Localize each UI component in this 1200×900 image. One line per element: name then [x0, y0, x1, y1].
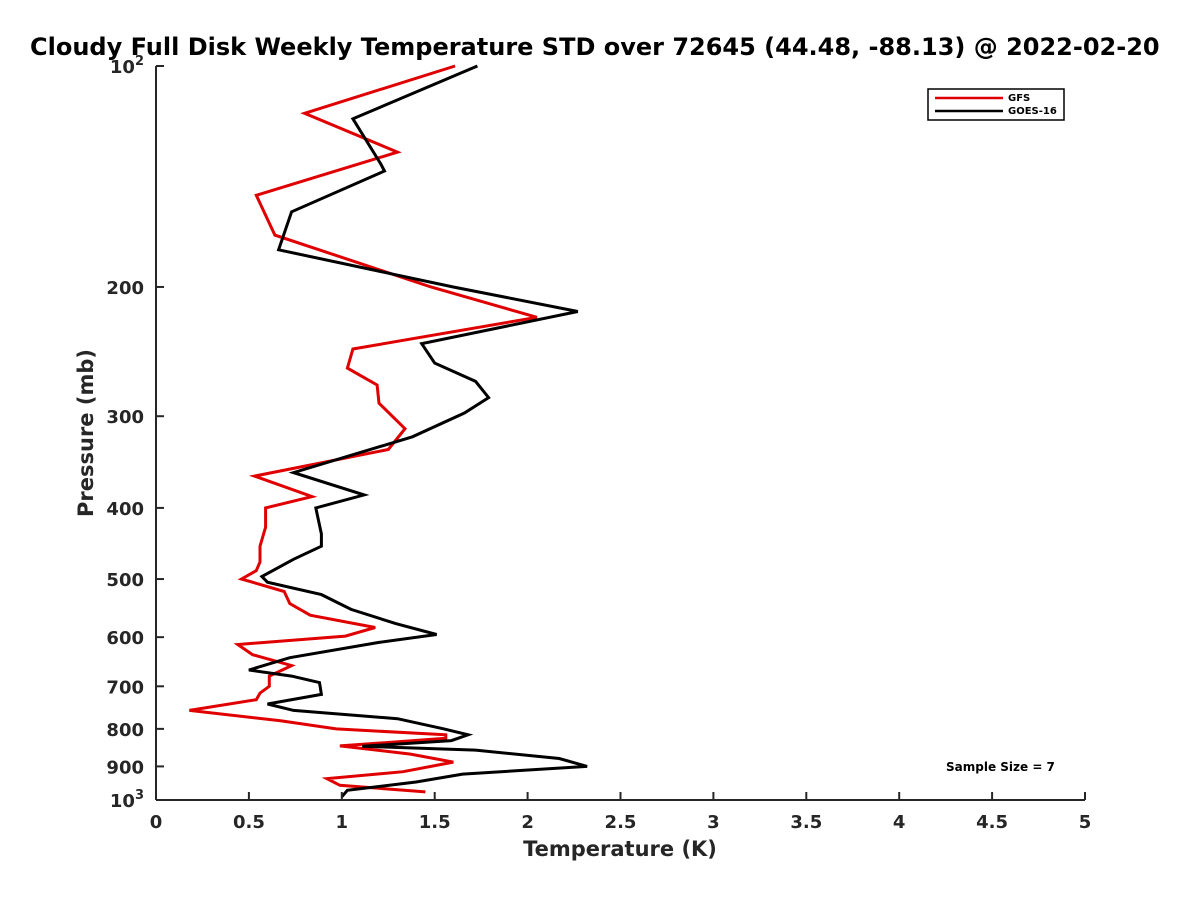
y-tick-label: 800	[106, 720, 144, 741]
y-tick-label: 900	[106, 757, 144, 778]
legend-box	[927, 88, 1065, 121]
x-tick-label: 2.5	[605, 812, 637, 833]
x-tick-label: 1.5	[419, 812, 451, 833]
y-tick-label: 200	[106, 278, 144, 299]
x-axis-ticks: 0 0.5 1 1.5 2 2.5 3 3.5 4 4.5 5	[150, 792, 1092, 833]
legend-label-goes16: GOES-16	[1008, 106, 1057, 117]
x-tick-label: 4.5	[976, 812, 1008, 833]
x-tick-label: 4	[893, 812, 906, 833]
series-line-goes16	[248, 64, 588, 798]
x-axis-label: Temperature (K)	[523, 837, 717, 861]
y-axis-label: Pressure (mb)	[74, 349, 98, 517]
x-tick-label: 2	[521, 812, 534, 833]
y-tick-label: 600	[106, 628, 144, 649]
x-tick-label: 0	[150, 812, 163, 833]
y-axis-ticks: 102 200 300 400 500 600 700 800 900 103	[106, 54, 164, 812]
series-lines	[189, 64, 588, 798]
y-tick-label: 103	[110, 788, 144, 812]
series-line-gfs	[189, 64, 538, 794]
x-tick-label: 1	[336, 812, 349, 833]
legend-label-gfs: GFS	[1008, 93, 1030, 104]
y-tick-label: 700	[106, 677, 144, 698]
x-tick-label: 3	[707, 812, 720, 833]
legend: GFS GOES-16	[927, 88, 1065, 121]
chart-title: Cloudy Full Disk Weekly Temperature STD …	[30, 33, 1160, 61]
y-tick-label: 500	[106, 570, 144, 591]
x-tick-label: 5	[1079, 812, 1092, 833]
x-tick-label: 3.5	[790, 812, 822, 833]
sample-size-annotation: Sample Size = 7	[946, 760, 1055, 774]
y-tick-label: 300	[106, 407, 144, 428]
x-tick-label: 0.5	[233, 812, 265, 833]
y-tick-label: 102	[110, 54, 144, 78]
y-tick-label: 400	[106, 499, 144, 520]
